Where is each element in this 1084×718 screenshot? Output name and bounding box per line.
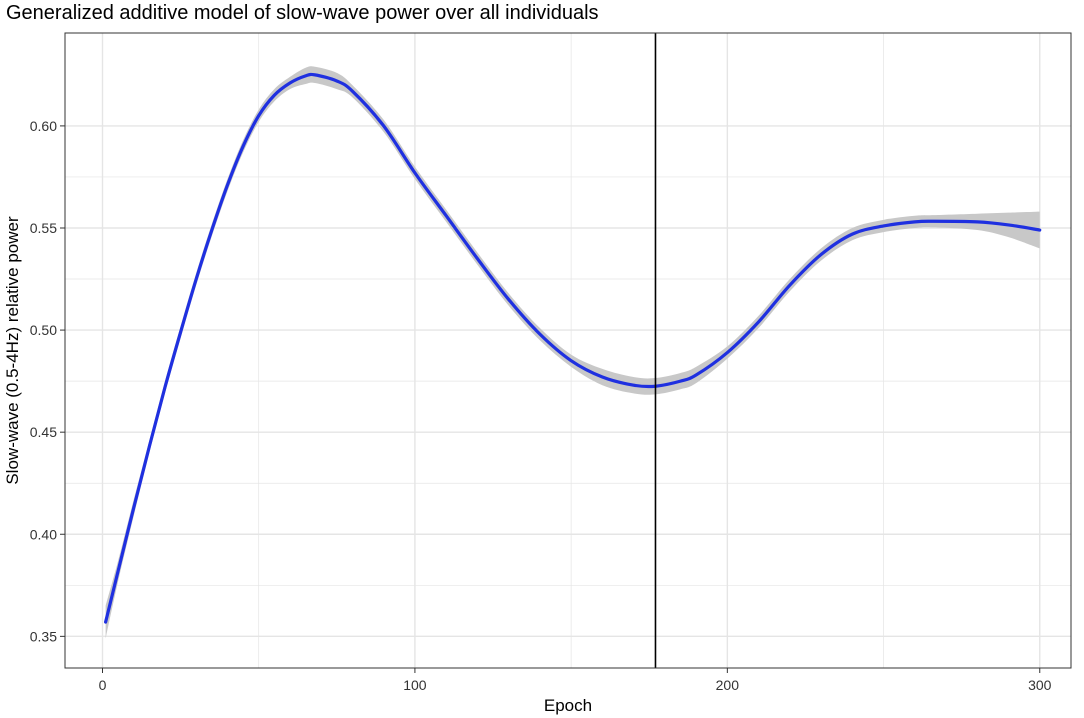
x-tick-label: 100 <box>403 677 427 693</box>
grid <box>65 33 1071 668</box>
x-tick-label: 0 <box>99 677 107 693</box>
y-axis-label: Slow-wave (0.5-4Hz) relative power <box>3 216 22 485</box>
x-axis: 0 100 200 300 <box>99 668 1052 693</box>
y-tick-label: 0.45 <box>30 424 57 440</box>
x-tick-label: 300 <box>1028 677 1052 693</box>
y-tick-label: 0.35 <box>30 628 57 644</box>
y-tick-label: 0.60 <box>30 118 57 134</box>
chart-title: Generalized additive model of slow-wave … <box>6 2 599 24</box>
confidence-band <box>105 66 1040 639</box>
x-axis-label: Epoch <box>544 696 592 715</box>
y-axis: 0.35 0.40 0.45 0.50 0.55 0.60 <box>30 118 65 644</box>
y-tick-label: 0.50 <box>30 322 57 338</box>
plot-panel-border <box>64 32 1072 669</box>
x-tick-label: 200 <box>716 677 740 693</box>
y-tick-label: 0.55 <box>30 220 57 236</box>
confidence-ribbon <box>105 66 1040 639</box>
series-line <box>104 72 1042 624</box>
gam-fit-line <box>104 72 1042 624</box>
y-tick-label: 0.40 <box>30 526 57 542</box>
